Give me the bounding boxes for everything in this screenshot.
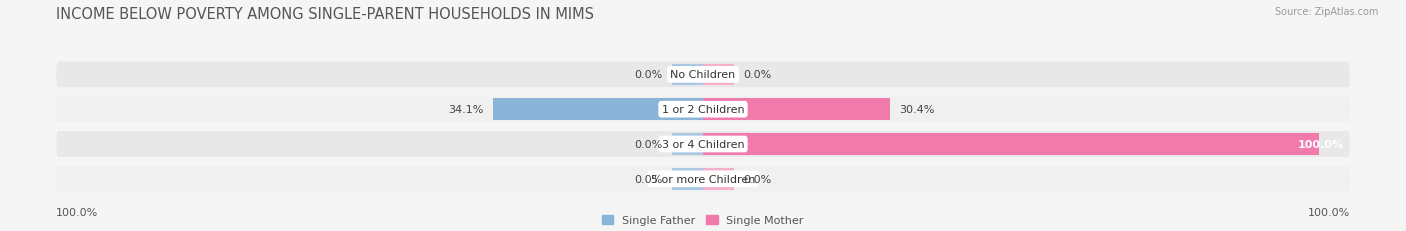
- FancyBboxPatch shape: [56, 132, 1350, 157]
- Bar: [672, 168, 703, 190]
- Text: No Children: No Children: [671, 70, 735, 80]
- Text: 0.0%: 0.0%: [634, 70, 664, 80]
- FancyBboxPatch shape: [56, 62, 1350, 88]
- Bar: [703, 134, 1319, 155]
- Text: INCOME BELOW POVERTY AMONG SINGLE-PARENT HOUSEHOLDS IN MIMS: INCOME BELOW POVERTY AMONG SINGLE-PARENT…: [56, 7, 595, 22]
- Text: 0.0%: 0.0%: [742, 174, 772, 184]
- Bar: [703, 168, 734, 190]
- Text: 3 or 4 Children: 3 or 4 Children: [662, 139, 744, 149]
- Text: 34.1%: 34.1%: [449, 105, 484, 115]
- Text: 5 or more Children: 5 or more Children: [651, 174, 755, 184]
- FancyBboxPatch shape: [56, 166, 1350, 192]
- Legend: Single Father, Single Mother: Single Father, Single Mother: [602, 215, 804, 225]
- Text: 0.0%: 0.0%: [634, 139, 664, 149]
- FancyBboxPatch shape: [56, 97, 1350, 122]
- Text: 100.0%: 100.0%: [56, 207, 98, 217]
- Text: Source: ZipAtlas.com: Source: ZipAtlas.com: [1274, 7, 1378, 17]
- Text: 100.0%: 100.0%: [1308, 207, 1350, 217]
- Bar: [672, 64, 703, 86]
- Text: 30.4%: 30.4%: [900, 105, 935, 115]
- Text: 100.0%: 100.0%: [1298, 139, 1344, 149]
- Bar: [703, 99, 890, 121]
- Bar: [494, 99, 703, 121]
- Text: 1 or 2 Children: 1 or 2 Children: [662, 105, 744, 115]
- Text: 0.0%: 0.0%: [634, 174, 664, 184]
- Bar: [672, 134, 703, 155]
- Bar: [703, 64, 734, 86]
- Text: 0.0%: 0.0%: [742, 70, 772, 80]
